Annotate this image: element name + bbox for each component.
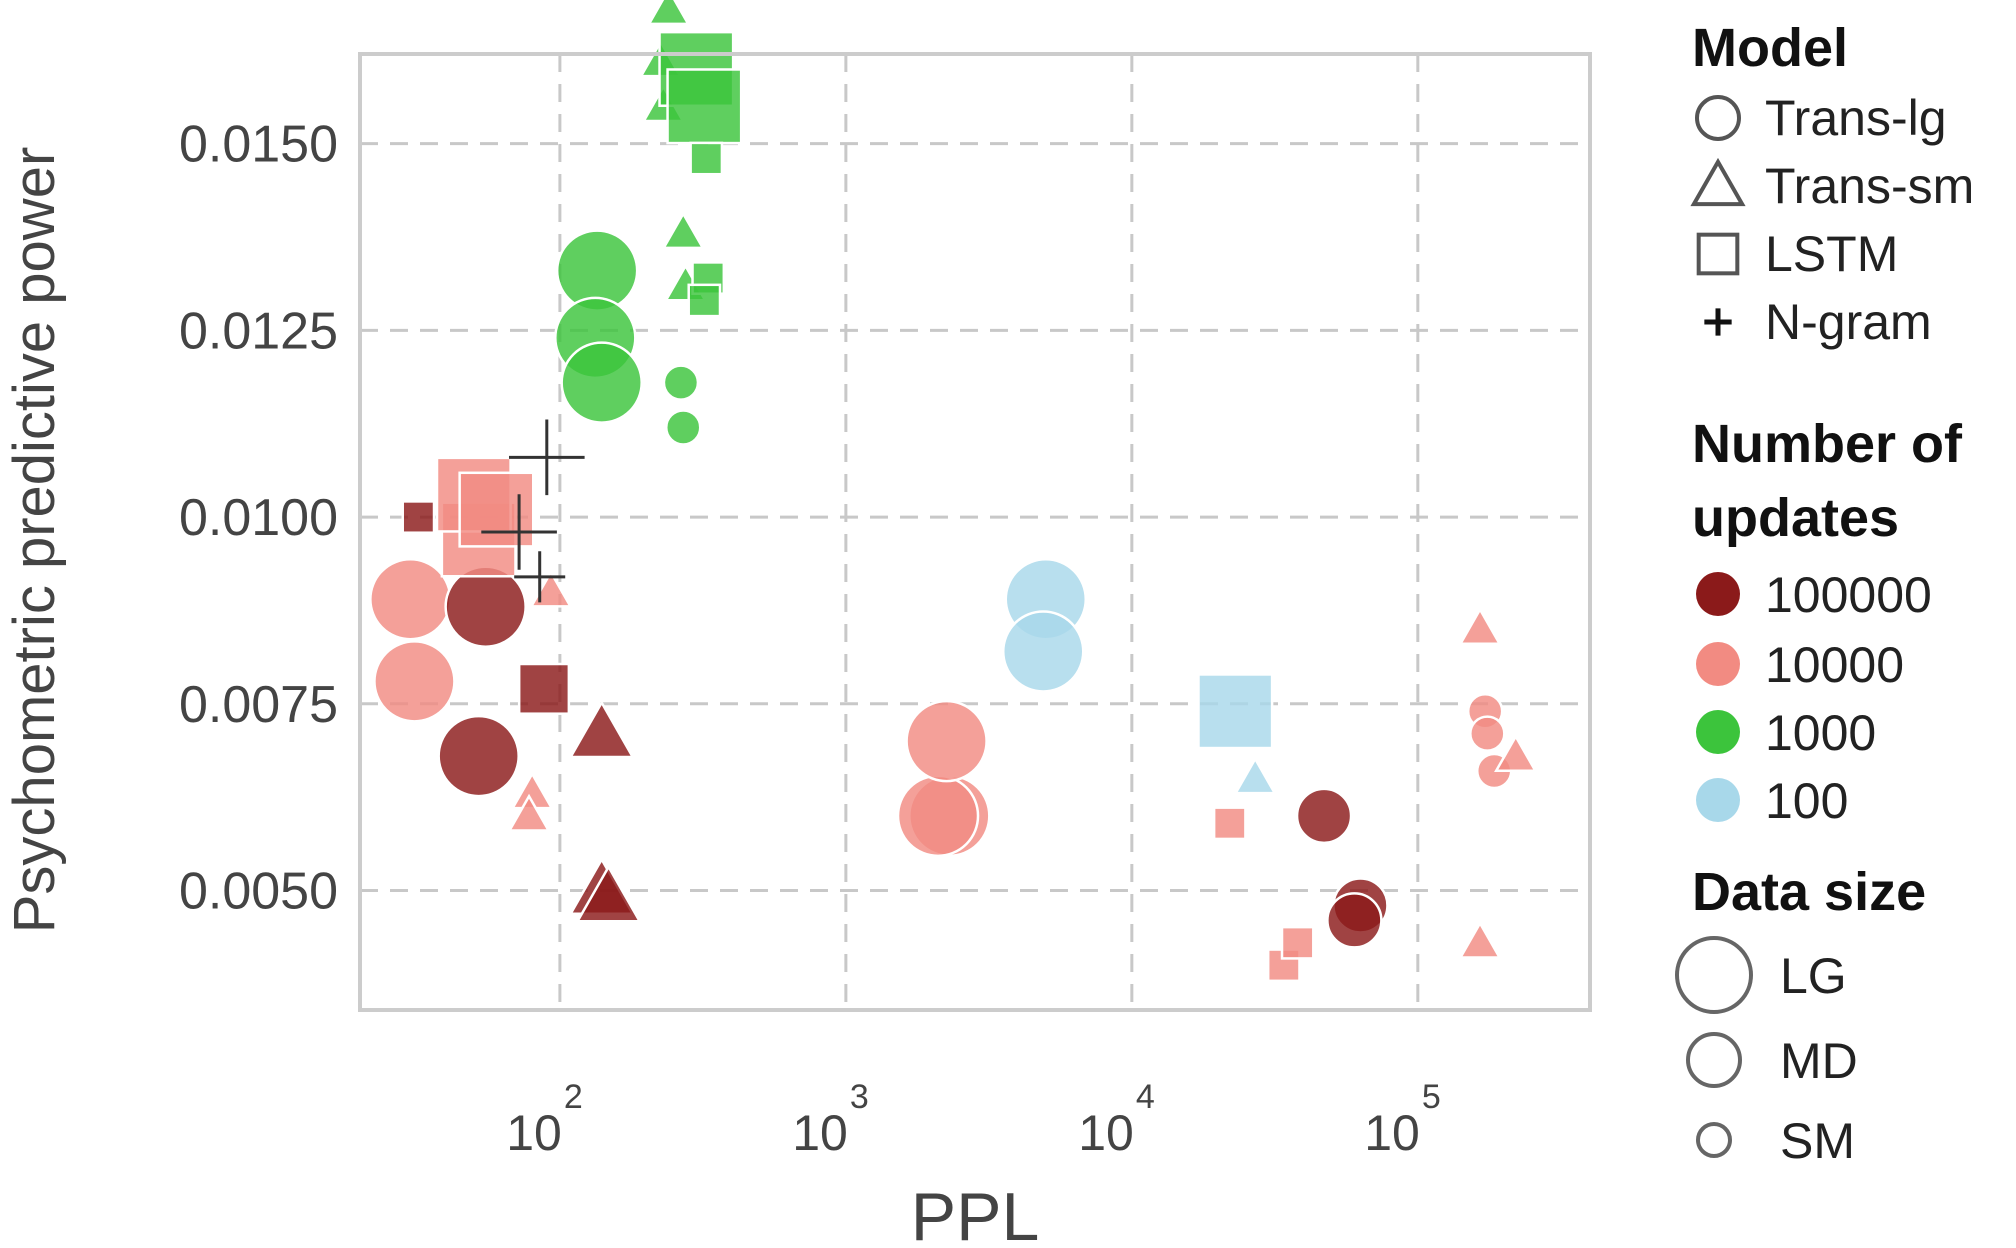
trans-lg-point bbox=[1295, 787, 1353, 845]
lstm-point bbox=[689, 141, 724, 176]
x-tick-exponent: 4 bbox=[1136, 1078, 1155, 1116]
legend-updates-title: updates bbox=[1692, 488, 1899, 548]
trans-lg-point bbox=[437, 714, 520, 798]
legend-model-label: N-gram bbox=[1765, 294, 1932, 350]
legend-marker-triangle bbox=[1690, 157, 1746, 207]
legend-size-marker bbox=[1686, 1032, 1742, 1088]
lstm-point bbox=[1280, 925, 1315, 960]
legend-model-label: Trans-sm bbox=[1765, 158, 1974, 214]
ngram-point bbox=[509, 419, 585, 496]
lstm-point bbox=[1197, 673, 1274, 750]
legend-marker-plus bbox=[1704, 308, 1732, 336]
lstm-point bbox=[1212, 806, 1247, 841]
trans-sm-point bbox=[568, 700, 635, 759]
ngram-point bbox=[481, 494, 557, 570]
x-axis-title: PPL bbox=[911, 1179, 1040, 1248]
legend: Model Trans-lg Trans-sm LSTM N-gram Number of… bbox=[1675, 18, 1974, 1169]
trans-sm-point bbox=[507, 793, 551, 832]
legend-marker-square bbox=[1696, 232, 1740, 276]
plot-frame bbox=[358, 52, 1592, 1012]
y-tick-label: 0.0050 bbox=[179, 863, 338, 921]
legend-model-label: LSTM bbox=[1765, 226, 1898, 282]
y-tick-label: 0.0150 bbox=[179, 116, 338, 174]
trans-sm-point bbox=[646, 0, 691, 26]
legend-updates-swatch bbox=[1696, 778, 1740, 822]
trans-lg-point bbox=[896, 774, 980, 858]
y-tick-label: 0.0100 bbox=[179, 489, 338, 547]
trans-sm-point bbox=[1458, 920, 1502, 959]
y-tick-labels: 0.0050 0.0075 0.0100 0.0125 0.0150 bbox=[179, 116, 338, 921]
ngram-point bbox=[514, 551, 566, 603]
lstm-point bbox=[401, 500, 436, 534]
legend-updates-swatch bbox=[1696, 710, 1740, 754]
trans-lg-point bbox=[373, 640, 456, 723]
grid-layer bbox=[360, 54, 1590, 1010]
x-tick-exponent: 5 bbox=[1422, 1078, 1441, 1116]
lstm-point bbox=[666, 68, 743, 145]
trans-lg-point bbox=[1326, 892, 1383, 949]
lstm-point bbox=[517, 662, 571, 715]
trans-lg-point bbox=[662, 364, 700, 401]
legend-model-title: Model bbox=[1692, 18, 1848, 78]
trans-sm-point bbox=[1458, 607, 1502, 646]
legend-model-label: Trans-lg bbox=[1765, 90, 1947, 146]
trans-lg-point bbox=[560, 341, 643, 424]
legend-size-marker bbox=[1696, 1122, 1732, 1158]
y-tick-label: 0.0125 bbox=[179, 302, 338, 360]
legend-size-label: SM bbox=[1780, 1113, 1855, 1169]
y-axis-title: Psychometric predictive power bbox=[2, 147, 67, 934]
legend-updates-label: 100 bbox=[1765, 773, 1848, 829]
trans-sm-point bbox=[661, 211, 705, 250]
trans-lg-point bbox=[1001, 610, 1085, 693]
trans-sm-point bbox=[1233, 756, 1277, 795]
legend-updates-label: 1000 bbox=[1765, 705, 1876, 761]
trans-lg-point bbox=[1469, 715, 1506, 752]
trans-lg-point bbox=[369, 557, 452, 641]
x-tick-label: 10 bbox=[1078, 1105, 1134, 1161]
trans-lg-point bbox=[444, 565, 527, 648]
legend-marker-circle bbox=[1695, 95, 1741, 141]
legend-updates-label: 10000 bbox=[1765, 637, 1904, 693]
lstm-point bbox=[458, 471, 535, 548]
trans-sm-point bbox=[1494, 733, 1538, 772]
trans-sm-point bbox=[575, 864, 642, 923]
trans-lg-point bbox=[665, 409, 702, 446]
legend-updates-title: Number of bbox=[1692, 414, 1963, 474]
trans-lg-point bbox=[905, 699, 988, 783]
x-tick-label: 10 bbox=[1364, 1105, 1420, 1161]
x-tick-label: 10 bbox=[792, 1105, 848, 1161]
lstm-point bbox=[687, 283, 722, 318]
x-tick-label: 10 bbox=[506, 1105, 562, 1161]
legend-size-title: Data size bbox=[1692, 862, 1926, 922]
legend-updates-swatch bbox=[1696, 642, 1740, 686]
legend-size-marker bbox=[1675, 936, 1753, 1014]
y-tick-label: 0.0075 bbox=[179, 676, 338, 734]
legend-updates-swatch bbox=[1696, 572, 1740, 616]
legend-size-label: MD bbox=[1780, 1033, 1858, 1089]
points-layer bbox=[369, 0, 1538, 983]
x-tick-exponent: 3 bbox=[850, 1078, 869, 1116]
x-tick-exponent: 2 bbox=[564, 1078, 583, 1116]
legend-updates-label: 100000 bbox=[1765, 567, 1932, 623]
legend-size-label: LG bbox=[1780, 948, 1847, 1004]
